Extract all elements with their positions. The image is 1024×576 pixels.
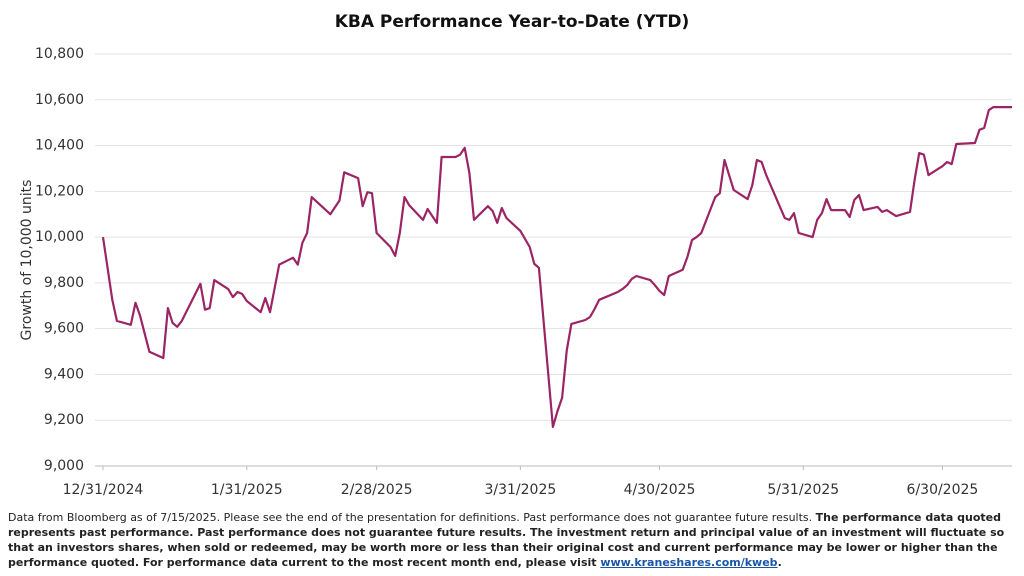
footnote: Data from Bloomberg as of 7/15/2025. Ple…: [8, 510, 1012, 570]
y-tick-label: 10,800: [35, 46, 84, 62]
x-tick-label: 12/31/2024: [63, 482, 144, 498]
y-tick-label: 9,000: [44, 458, 84, 474]
x-tick-label: 5/31/2025: [767, 482, 839, 498]
footnote-link[interactable]: www.kraneshares.com/kweb: [600, 556, 778, 569]
x-tick-label: 1/31/2025: [211, 482, 283, 498]
footnote-text: Data from Bloomberg as of 7/15/2025. Ple…: [8, 511, 816, 524]
x-tick-label: 2/28/2025: [341, 482, 413, 498]
x-tick-label: 3/31/2025: [484, 482, 556, 498]
footnote-bold: The performance data quoted represents p…: [8, 511, 1005, 569]
y-axis-label: Growth of 10,000 units: [19, 180, 35, 341]
x-tick-label: 4/30/2025: [624, 482, 696, 498]
y-tick-label: 9,800: [44, 275, 84, 291]
x-tick-label: 6/30/2025: [907, 482, 979, 498]
line-series: [101, 106, 1012, 428]
y-tick-label: 9,200: [44, 412, 84, 428]
y-tick-label: 10,600: [35, 92, 84, 108]
y-tick-label: 10,200: [35, 183, 84, 199]
footnote-end: .: [777, 556, 782, 569]
y-tick-label: 10,000: [35, 229, 84, 245]
y-tick-label: 9,400: [44, 366, 84, 382]
y-tick-label: 9,600: [44, 321, 84, 337]
y-tick-label: 10,400: [35, 138, 84, 154]
chart: KBA Performance Year-to-Date (YTD) Growt…: [19, 12, 1012, 498]
chart-title: KBA Performance Year-to-Date (YTD): [335, 12, 690, 32]
